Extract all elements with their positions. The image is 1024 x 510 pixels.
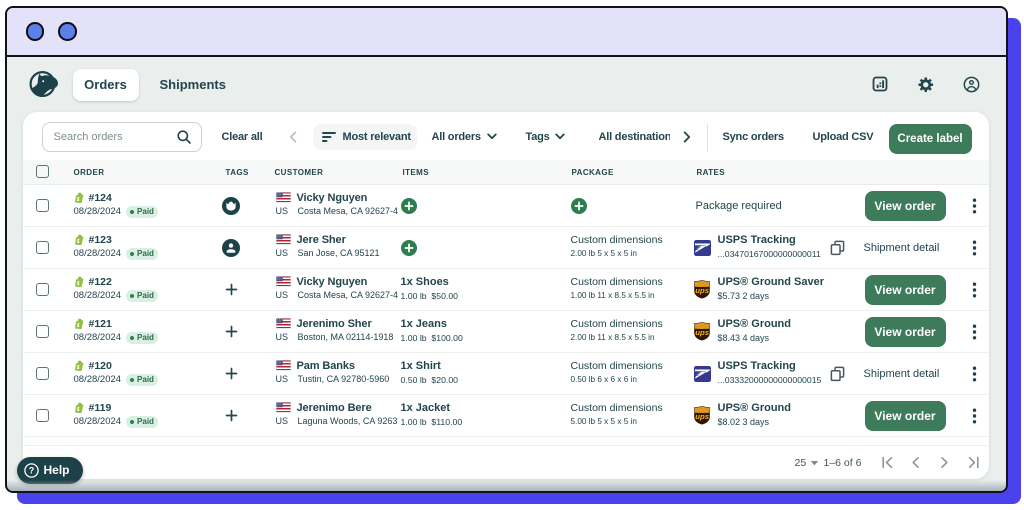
svg-text:?: ? xyxy=(28,465,34,475)
svg-text:ups: ups xyxy=(695,412,709,421)
svg-text:ups: ups xyxy=(695,286,709,295)
svg-text:ups: ups xyxy=(695,328,709,337)
